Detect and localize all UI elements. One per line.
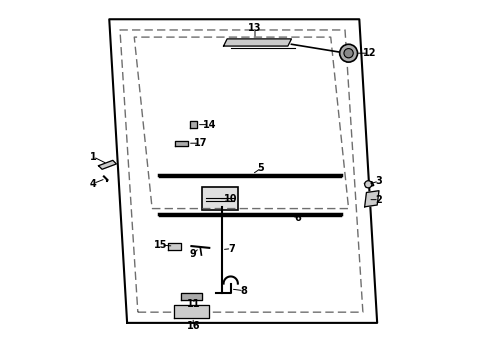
Text: 11: 11 <box>187 299 200 309</box>
Circle shape <box>340 44 358 62</box>
Circle shape <box>344 49 353 58</box>
Text: 7: 7 <box>228 244 235 253</box>
Text: 2: 2 <box>375 195 382 204</box>
Text: 4: 4 <box>90 179 97 189</box>
Text: 8: 8 <box>241 286 247 296</box>
Text: 6: 6 <box>294 213 301 223</box>
Bar <box>202 187 238 210</box>
Polygon shape <box>98 160 117 169</box>
Polygon shape <box>190 121 197 128</box>
Circle shape <box>365 181 372 188</box>
Text: 5: 5 <box>258 163 265 173</box>
Polygon shape <box>223 39 292 46</box>
Text: 16: 16 <box>187 321 200 332</box>
Text: 3: 3 <box>375 176 382 186</box>
Text: 1: 1 <box>90 152 97 162</box>
Text: 13: 13 <box>248 23 262 33</box>
Text: 10: 10 <box>224 194 238 203</box>
Polygon shape <box>181 293 202 300</box>
Text: 9: 9 <box>190 249 196 259</box>
Text: 15: 15 <box>154 240 168 250</box>
Polygon shape <box>168 243 181 249</box>
Polygon shape <box>173 305 209 318</box>
Text: 14: 14 <box>202 120 216 130</box>
Text: 12: 12 <box>363 48 376 58</box>
Polygon shape <box>365 191 379 207</box>
Text: 17: 17 <box>194 138 207 148</box>
Polygon shape <box>175 141 188 146</box>
